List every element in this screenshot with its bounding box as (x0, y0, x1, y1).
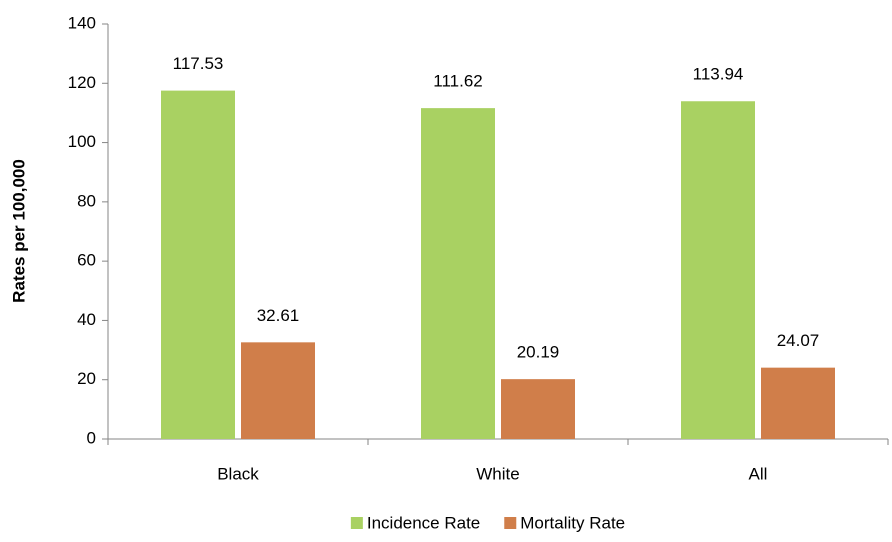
y-tick-label: 0 (87, 428, 96, 447)
data-label: 113.94 (693, 65, 744, 84)
legend-swatch (350, 517, 363, 529)
bar (161, 90, 235, 440)
bar (761, 367, 835, 439)
y-tick-label: 60 (77, 251, 96, 270)
y-tick-label: 80 (77, 191, 96, 210)
data-label: 32.61 (257, 306, 300, 325)
x-tick-label: White (476, 464, 519, 483)
y-tick-label: 140 (68, 13, 96, 32)
y-tick-label: 100 (68, 132, 96, 151)
legend-label: Incidence Rate (367, 513, 480, 532)
y-tick-label: 40 (77, 310, 96, 329)
data-label: 111.62 (433, 72, 482, 91)
x-tick-label: Black (217, 464, 259, 483)
data-label: 20.19 (517, 343, 560, 362)
y-axis-label: Rates per 100,000 (9, 159, 28, 303)
legend: Incidence Rate Mortality Rate (350, 513, 625, 532)
data-label: 24.07 (777, 331, 820, 350)
bar (681, 101, 755, 440)
bar (241, 342, 315, 439)
bar (421, 108, 495, 439)
legend-swatch (504, 517, 517, 529)
bar (501, 379, 575, 439)
data-label: 117.53 (173, 54, 224, 73)
y-tick-label: 120 (68, 73, 96, 92)
legend-label: Mortality Rate (520, 513, 625, 532)
x-tick-label: All (749, 464, 768, 483)
y-tick-label: 20 (77, 369, 96, 388)
